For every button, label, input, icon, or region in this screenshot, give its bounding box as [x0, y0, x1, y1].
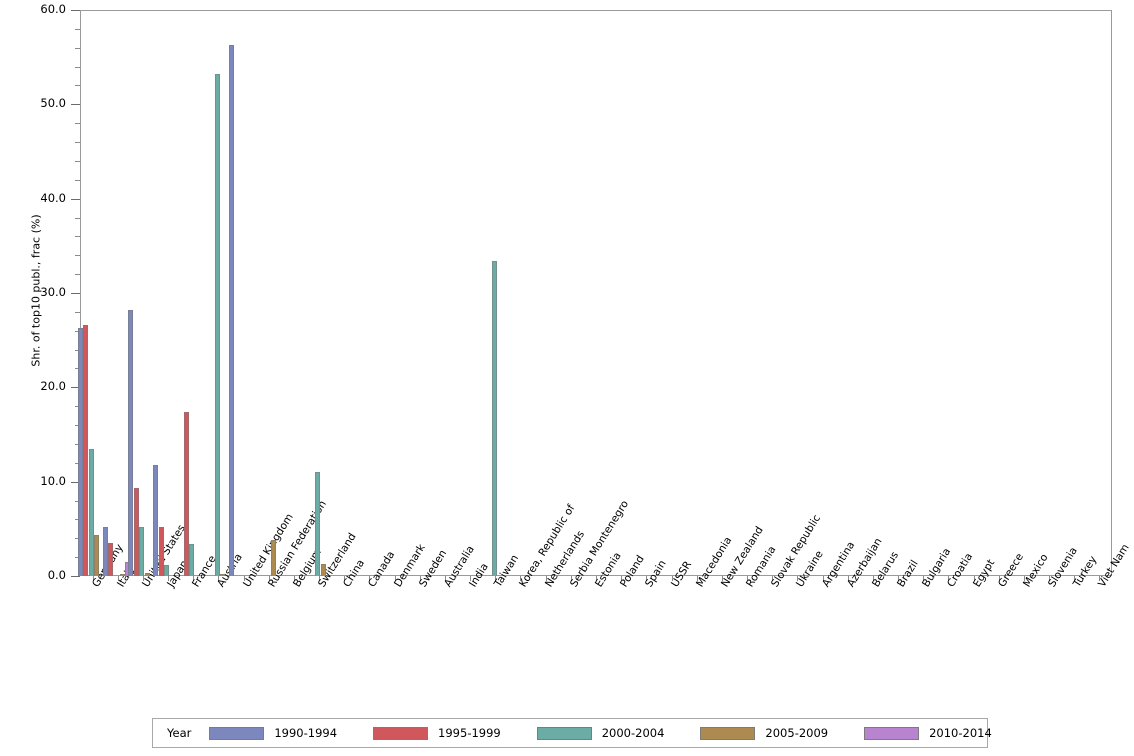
- x-tick: [319, 576, 320, 581]
- chart-legend: Year 1990-1994 1995-1999 2000-2004 2005-200…: [152, 718, 992, 748]
- legend-swatch: [864, 726, 920, 740]
- x-tick: [747, 576, 748, 581]
- legend-swatch: [700, 726, 756, 740]
- y-tick-major: [71, 104, 80, 106]
- y-tick-label: 50.0: [40, 96, 66, 111]
- x-tick: [244, 576, 245, 581]
- y-tick-minor: [75, 368, 80, 370]
- x-tick: [168, 576, 169, 581]
- x-tick: [445, 576, 446, 581]
- y-tick-minor: [75, 236, 80, 238]
- x-tick: [269, 576, 270, 581]
- y-tick-major: [71, 576, 80, 577]
- y-tick-minor: [75, 443, 80, 445]
- x-tick: [344, 576, 345, 581]
- y-tick-minor: [75, 406, 80, 408]
- legend-items: 1990-1994 1995-1999 2000-2004 2005-2009 2010…: [209, 726, 1027, 740]
- x-tick: [621, 576, 622, 581]
- x-tick: [1074, 576, 1075, 581]
- legend-title: Year: [167, 726, 192, 740]
- x-tick: [948, 576, 949, 581]
- y-tick-major: [71, 387, 80, 389]
- y-tick-minor: [75, 538, 80, 540]
- legend-label: 2010-2014: [929, 726, 992, 740]
- y-tick-minor: [75, 274, 80, 276]
- legend-label: 1990-1994: [274, 726, 338, 740]
- y-tick-minor: [75, 557, 80, 559]
- x-tick: [218, 576, 219, 581]
- y-tick-major: [71, 10, 80, 11]
- legend-item[interactable]: 1995-1999: [373, 726, 501, 740]
- y-tick-minor: [75, 217, 80, 219]
- x-tick: [520, 576, 521, 581]
- y-tick-minor: [75, 255, 80, 257]
- x-tick: [1099, 576, 1100, 581]
- legend-swatch: [209, 726, 265, 740]
- x-tick: [143, 576, 144, 581]
- y-tick-label: 40.0: [40, 190, 66, 205]
- y-tick-minor: [75, 462, 80, 464]
- y-tick-label: 10.0: [40, 473, 66, 488]
- x-tick: [848, 576, 849, 581]
- y-tick-label: 30.0: [40, 285, 66, 299]
- y-tick-minor: [75, 66, 80, 68]
- x-tick: [974, 576, 975, 581]
- x-tick: [420, 576, 421, 581]
- y-tick-minor: [75, 311, 80, 313]
- legend-item[interactable]: 1990-1994: [209, 726, 337, 740]
- x-tick: [697, 576, 698, 581]
- y-tick-major: [71, 293, 80, 294]
- legend-item[interactable]: 2005-2009: [700, 726, 828, 740]
- x-tick: [1024, 576, 1025, 581]
- y-tick-minor: [75, 349, 80, 351]
- x-tick: [395, 576, 396, 581]
- x-tick: [470, 576, 471, 581]
- y-tick-minor: [75, 142, 80, 144]
- x-tick: [672, 576, 673, 581]
- y-tick-minor: [75, 85, 80, 87]
- x-tick: [999, 576, 1000, 581]
- legend-label: 2000-2004: [601, 726, 665, 740]
- legend-label: 1995-1999: [438, 726, 501, 740]
- x-tick: [118, 576, 119, 581]
- y-tick-label: 20.0: [40, 379, 66, 394]
- x-tick: [193, 576, 194, 581]
- y-tick-major: [71, 481, 80, 483]
- x-tick: [369, 576, 370, 581]
- x-tick: [294, 576, 295, 581]
- x-tick: [93, 576, 94, 581]
- y-tick-minor: [75, 160, 80, 162]
- y-tick-minor: [75, 28, 80, 30]
- legend-item[interactable]: 2010-2014: [864, 726, 992, 740]
- plot-area: [80, 10, 1112, 576]
- x-tick: [546, 576, 547, 581]
- legend-label: 2005-2009: [765, 726, 829, 740]
- x-tick: [571, 576, 572, 581]
- x-tick: [1049, 576, 1050, 581]
- y-tick-minor: [75, 519, 80, 521]
- y-tick-minor: [75, 179, 80, 181]
- x-tick: [596, 576, 597, 581]
- y-tick-label: 60.0: [40, 2, 66, 16]
- x-tick: [646, 576, 647, 581]
- y-tick-label: 0.0: [47, 568, 66, 582]
- y-tick-minor: [75, 47, 80, 49]
- y-tick-major: [71, 198, 80, 200]
- x-tick: [772, 576, 773, 581]
- legend-swatch: [373, 726, 429, 740]
- y-tick-minor: [75, 425, 80, 427]
- y-tick-minor: [75, 123, 80, 125]
- x-tick: [722, 576, 723, 581]
- y-tick-minor: [75, 500, 80, 502]
- x-tick: [873, 576, 874, 581]
- x-tick: [923, 576, 924, 581]
- x-tick: [495, 576, 496, 581]
- x-tick: [898, 576, 899, 581]
- legend-swatch: [536, 726, 592, 740]
- y-tick-minor: [75, 330, 80, 332]
- legend-item[interactable]: 2000-2004: [536, 726, 665, 740]
- x-tick: [823, 576, 824, 581]
- x-tick: [797, 576, 798, 581]
